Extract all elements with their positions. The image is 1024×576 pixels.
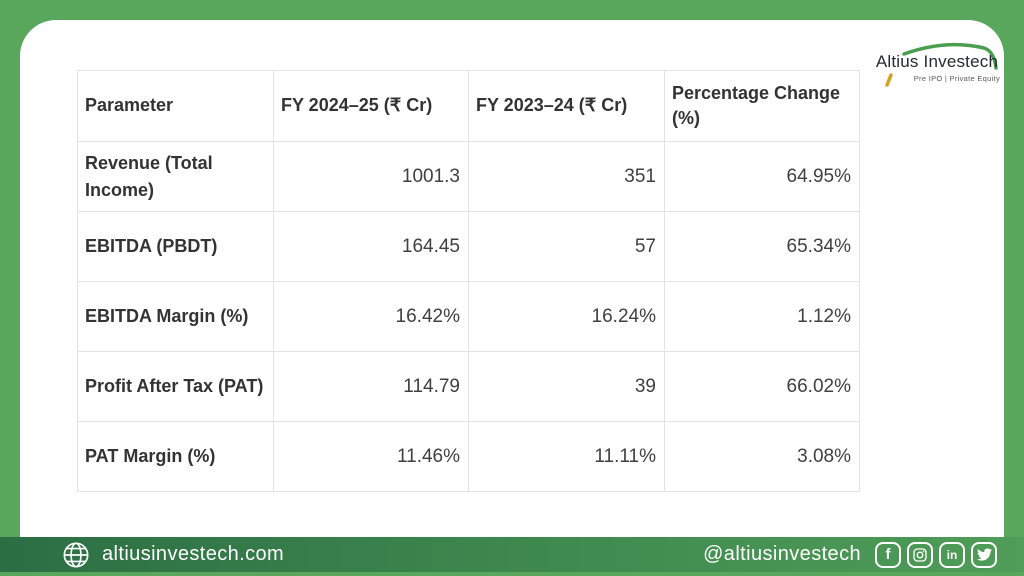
row-label: Revenue (Total Income) — [77, 141, 274, 212]
linkedin-glyph: in — [946, 547, 958, 562]
cell-value: 16.42% — [273, 281, 469, 352]
facebook-glyph: f — [885, 546, 891, 563]
content-card: Parameter FY 2024–25 (₹ Cr) FY 2023–24 (… — [20, 20, 1004, 548]
logo-swoosh-icon — [885, 42, 998, 87]
col-header-fy2324: FY 2023–24 (₹ Cr) — [468, 70, 665, 142]
cell-value: 1001.3 — [273, 141, 469, 212]
logo-title: Altius Investech — [875, 52, 999, 71]
cell-value: 39 — [468, 351, 665, 422]
cell-value: 57 — [468, 211, 665, 282]
table-row: Profit After Tax (PAT) 114.79 39 66.02% — [77, 351, 860, 422]
footer-right: @altiusinvestech f in — [703, 541, 997, 568]
cell-value: 351 — [468, 141, 665, 212]
cell-value: 11.46% — [273, 421, 469, 492]
twitter-icon[interactable] — [971, 541, 997, 568]
cell-value: 114.79 — [273, 351, 469, 422]
cell-value: 66.02% — [664, 351, 860, 422]
cell-value: 64.95% — [664, 141, 860, 212]
cell-value: 16.24% — [468, 281, 665, 352]
col-header-pct-change: Percentage Change (%) — [664, 70, 860, 142]
social-handle[interactable]: @altiusinvestech — [703, 543, 861, 565]
col-header-fy2425: FY 2024–25 (₹ Cr) — [273, 70, 469, 142]
row-label: PAT Margin (%) — [77, 421, 274, 492]
instagram-icon[interactable] — [907, 541, 933, 568]
table-row: EBITDA (PBDT) 164.45 57 65.34% — [77, 211, 860, 282]
cell-value: 164.45 — [273, 211, 469, 282]
table-row: EBITDA Margin (%) 16.42% 16.24% 1.12% — [77, 281, 860, 352]
facebook-icon[interactable]: f — [875, 541, 901, 568]
cell-value: 65.34% — [664, 211, 860, 282]
cell-value: 11.11% — [468, 421, 665, 492]
financials-table: Parameter FY 2024–25 (₹ Cr) FY 2023–24 (… — [77, 70, 860, 492]
col-header-parameter: Parameter — [77, 70, 274, 142]
logo-tagline: Pre IPO | Private Equity — [913, 74, 1000, 83]
linkedin-icon[interactable]: in — [939, 541, 965, 568]
table-row: Revenue (Total Income) 1001.3 351 64.95% — [77, 141, 860, 212]
globe-icon — [62, 541, 90, 569]
footer-left: altiusinvestech.com — [62, 541, 284, 569]
brand-logo: Altius Investech Pre IPO | Private Equit… — [866, 38, 1008, 98]
row-label: Profit After Tax (PAT) — [77, 351, 274, 422]
row-label: EBITDA (PBDT) — [77, 211, 274, 282]
website-link[interactable]: altiusinvestech.com — [102, 543, 285, 565]
table-row: PAT Margin (%) 11.46% 11.11% 3.08% — [77, 421, 860, 492]
table-header-row: Parameter FY 2024–25 (₹ Cr) FY 2023–24 (… — [77, 70, 860, 142]
row-label: EBITDA Margin (%) — [77, 281, 274, 352]
footer-bar: altiusinvestech.com @altiusinvestech f i… — [0, 537, 1024, 572]
cell-value: 1.12% — [664, 281, 860, 352]
logo-gold-slash-icon — [885, 73, 893, 87]
cell-value: 3.08% — [664, 421, 860, 492]
